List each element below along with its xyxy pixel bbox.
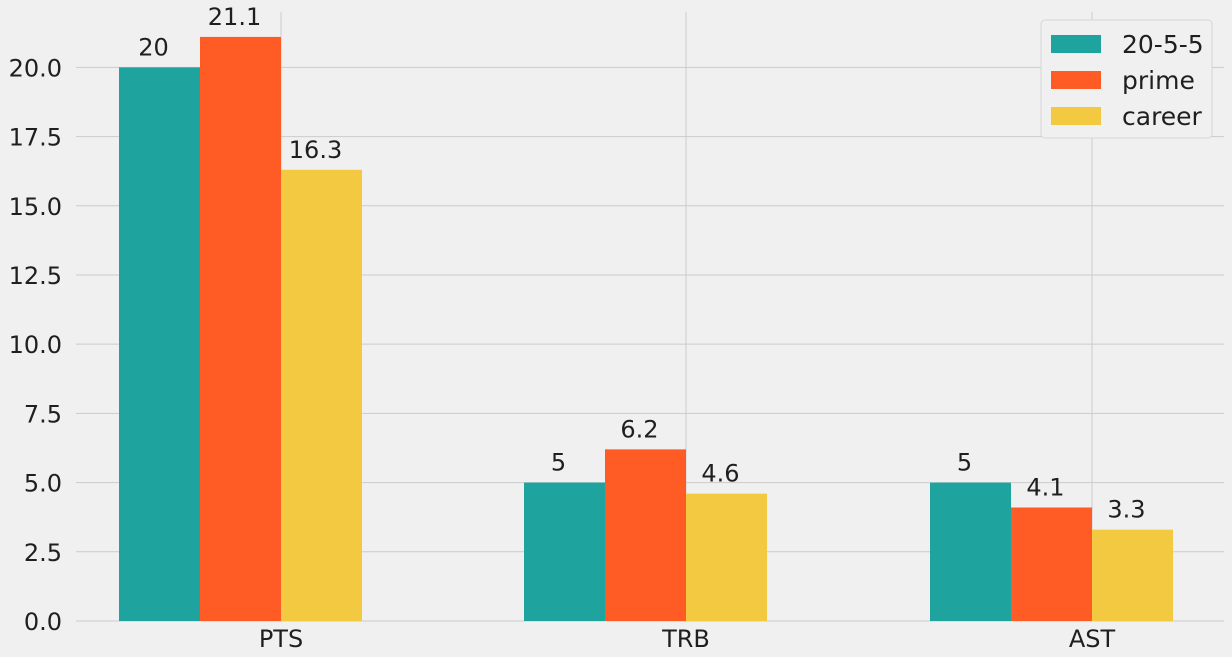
data-label: 21.1 (208, 3, 261, 31)
data-label: 4.6 (701, 460, 739, 488)
data-label: 6.2 (620, 415, 658, 443)
bar-prime-TRB (605, 449, 686, 621)
y-axis: 0.0 2.5 5.0 7.5 10.0 12.5 15.0 17.5 20.0 (9, 54, 62, 636)
y-tick-label: 12.5 (9, 262, 62, 290)
bar-20-5-5-PTS (119, 67, 200, 621)
data-label: 20 (138, 33, 169, 61)
legend-label: 20-5-5 (1122, 30, 1204, 59)
data-label: 5 (551, 449, 566, 477)
data-label: 3.3 (1107, 496, 1145, 524)
legend-swatch (1051, 107, 1101, 125)
data-label: 4.1 (1026, 474, 1064, 502)
y-tick-label: 2.5 (24, 539, 62, 567)
y-tick-label: 7.5 (24, 400, 62, 428)
y-tick-label: 5.0 (24, 470, 62, 498)
bar-prime-AST (1011, 507, 1092, 621)
bar-career-AST (1092, 529, 1173, 621)
x-tick-label: PTS (259, 625, 303, 653)
y-tick-label: 10.0 (9, 331, 62, 359)
bar-career-PTS (281, 169, 362, 621)
bar-20-5-5-AST (930, 482, 1011, 621)
x-tick-label: TRB (661, 625, 710, 653)
legend-label: prime (1122, 66, 1195, 95)
legend-label: career (1122, 102, 1203, 131)
y-tick-label: 15.0 (9, 193, 62, 221)
bar-20-5-5-TRB (524, 482, 605, 621)
bar-career-TRB (686, 493, 767, 621)
legend-swatch (1051, 71, 1101, 89)
bars (119, 36, 1173, 621)
y-tick-label: 20.0 (9, 54, 62, 82)
y-tick-label: 0.0 (24, 608, 62, 636)
x-axis: PTS TRB AST (259, 625, 1116, 653)
data-label: 5 (957, 449, 972, 477)
data-label: 16.3 (289, 136, 342, 164)
legend-swatch (1051, 35, 1101, 53)
bar-prime-PTS (200, 36, 281, 621)
data-labels: 20 5 5 21.1 6.2 4.1 16.3 4.6 3.3 (138, 3, 1145, 524)
legend: 20-5-5 prime career (1040, 19, 1213, 139)
y-tick-label: 17.5 (9, 124, 62, 152)
x-tick-label: AST (1069, 625, 1116, 653)
